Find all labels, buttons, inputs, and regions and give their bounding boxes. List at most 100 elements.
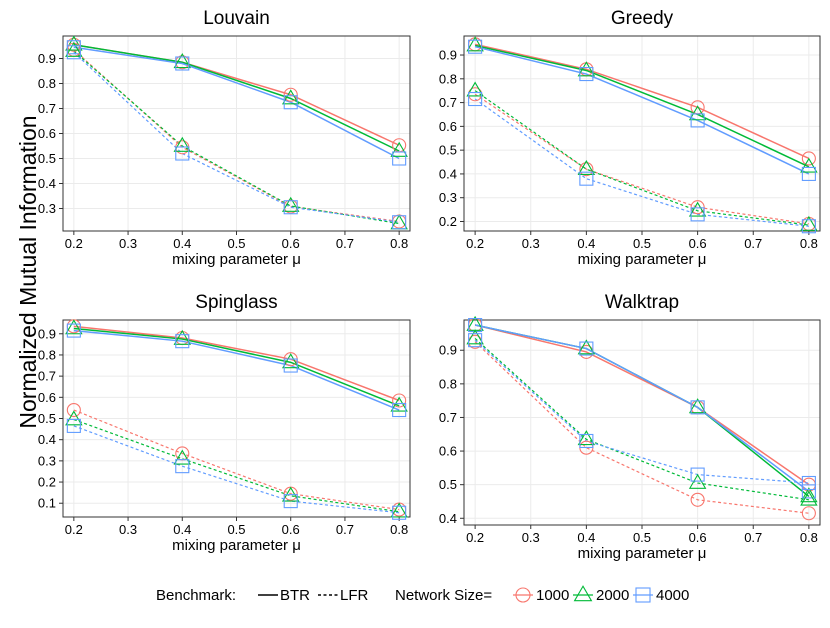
data-point-btr-4000 bbox=[801, 484, 816, 499]
y-tick-label: 0.3 bbox=[439, 190, 457, 205]
data-point-btr-4000 bbox=[392, 151, 407, 166]
series-line-btr-2000 bbox=[73, 44, 400, 152]
series-line-btr-2000 bbox=[73, 327, 400, 407]
data-point-lfr-2000 bbox=[390, 502, 408, 518]
data-point-lfr-4000 bbox=[283, 494, 298, 509]
data-point-lfr-2000 bbox=[577, 159, 596, 176]
series-line-btr-1000 bbox=[73, 325, 400, 402]
data-point-btr-1000 bbox=[392, 393, 407, 408]
legend: Benchmark: BTR LFR Network Size= 1000 2000 400… bbox=[156, 585, 689, 604]
y-tick-label: 0.8 bbox=[38, 76, 56, 91]
series-group bbox=[65, 319, 408, 520]
data-point-lfr-2000 bbox=[577, 430, 596, 446]
legend-label-lfr: LFR bbox=[340, 587, 369, 604]
data-point-lfr-2000 bbox=[65, 41, 83, 57]
data-point-lfr-2000 bbox=[281, 196, 300, 212]
legend-label-size-2000: 2000 bbox=[596, 587, 629, 604]
y-tick-label: 0.6 bbox=[439, 119, 457, 134]
panel-spinglass: 0.2 0.3 0.4 0.5 0.6 0.7 0.8 0.1 0.2 0.3 0.4 0.5 0.6 0… bbox=[38, 292, 411, 554]
y-tick-label: 0.4 bbox=[38, 432, 56, 447]
data-point-lfr-1000 bbox=[579, 162, 594, 177]
data-point-lfr-2000 bbox=[466, 81, 484, 97]
data-point-lfr-1000 bbox=[690, 492, 705, 507]
y-tick-label: 0.6 bbox=[38, 390, 56, 405]
data-point-lfr-4000 bbox=[392, 505, 407, 520]
data-point-btr-4000 bbox=[579, 66, 594, 82]
series-line-lfr-4000 bbox=[73, 51, 400, 223]
data-point-btr-4000 bbox=[579, 341, 594, 356]
series-line-lfr-1000 bbox=[474, 93, 809, 225]
x-tick-label: 0.7 bbox=[744, 236, 762, 251]
legend-label-size-1000: 1000 bbox=[536, 587, 569, 604]
data-point-btr-2000 bbox=[800, 487, 818, 503]
data-point-btr-2000 bbox=[577, 61, 596, 77]
series-line-lfr-1000 bbox=[474, 341, 809, 514]
y-tick-label: 0.3 bbox=[38, 201, 56, 216]
data-point-lfr-4000 bbox=[690, 207, 705, 222]
x-tick-label: 0.2 bbox=[65, 522, 83, 537]
panel-title: Walktrap bbox=[605, 292, 679, 313]
x-tick-label: 0.3 bbox=[522, 236, 540, 251]
data-point-btr-2000 bbox=[577, 339, 596, 355]
series-line-lfr-1000 bbox=[73, 409, 400, 511]
data-point-lfr-4000 bbox=[283, 200, 298, 215]
x-tick-label: 0.4 bbox=[173, 522, 191, 537]
data-point-btr-4000 bbox=[175, 56, 190, 71]
x-tick-label: 0.3 bbox=[522, 530, 540, 545]
x-tick-label: 0.5 bbox=[227, 236, 245, 251]
y-tick-label: 0.9 bbox=[38, 326, 56, 341]
series-line-btr-1000 bbox=[474, 43, 810, 160]
series-group bbox=[466, 315, 818, 521]
data-point-lfr-2000 bbox=[688, 201, 707, 217]
y-tick-label: 0.9 bbox=[38, 51, 56, 66]
data-point-lfr-4000 bbox=[801, 219, 816, 234]
data-point-btr-4000 bbox=[175, 334, 190, 349]
data-point-lfr-4000 bbox=[801, 475, 816, 491]
series-line-btr-4000 bbox=[474, 45, 810, 175]
panels: 0.2 0.3 0.4 0.5 0.6 0.7 0.8 0.3 0.4 0.5 0.6 0.7 0.8 0… bbox=[38, 8, 821, 562]
gridlines bbox=[464, 36, 820, 231]
series-line-lfr-2000 bbox=[474, 90, 809, 226]
x-tick-label: 0.6 bbox=[282, 522, 300, 537]
data-point-lfr-4000 bbox=[579, 171, 594, 186]
y-tick-label: 0.5 bbox=[38, 411, 56, 426]
data-point-lfr-2000 bbox=[173, 449, 192, 465]
gridlines bbox=[63, 36, 410, 231]
data-point-btr-4000 bbox=[283, 358, 298, 373]
data-point-btr-1000 bbox=[801, 151, 816, 166]
data-point-lfr-4000 bbox=[175, 459, 190, 474]
y-tick-label: 0.8 bbox=[439, 376, 457, 391]
y-tick-label: 0.2 bbox=[439, 214, 457, 229]
data-point-btr-2000 bbox=[65, 319, 83, 335]
y-tick-label: 0.7 bbox=[38, 101, 56, 116]
panel-greedy: 0.2 0.3 0.4 0.5 0.6 0.7 0.8 0.2 0.3 0.4 0.5 0.6 0.7 0… bbox=[439, 8, 821, 268]
y-tick-label: 0.6 bbox=[38, 126, 56, 141]
x-tick-label: 0.2 bbox=[466, 530, 484, 545]
series-line-btr-4000 bbox=[73, 329, 400, 411]
data-point-lfr-2000 bbox=[800, 490, 818, 506]
data-point-btr-4000 bbox=[801, 166, 816, 181]
x-tick-label: 0.8 bbox=[390, 522, 408, 537]
data-point-lfr-4000 bbox=[175, 146, 190, 161]
series-group bbox=[65, 35, 408, 230]
series-line-btr-1000 bbox=[474, 324, 810, 486]
series-line-btr-4000 bbox=[474, 324, 810, 492]
legend-label-size-4000: 4000 bbox=[656, 587, 689, 604]
x-tick-label: 0.2 bbox=[466, 236, 484, 251]
series-line-lfr-2000 bbox=[73, 50, 400, 225]
data-point-lfr-1000 bbox=[801, 506, 816, 521]
data-point-lfr-4000 bbox=[690, 467, 705, 482]
x-tick-label: 0.4 bbox=[577, 530, 595, 545]
data-point-lfr-4000 bbox=[579, 433, 594, 449]
legend-benchmark-title: Benchmark: bbox=[156, 587, 236, 604]
x-tick-label: 0.7 bbox=[336, 236, 354, 251]
panel-title: Greedy bbox=[611, 8, 674, 29]
legend-marker-2000 bbox=[573, 585, 593, 602]
data-point-lfr-4000 bbox=[392, 215, 407, 230]
data-point-btr-2000 bbox=[800, 157, 818, 173]
panel-walktrap: 0.2 0.3 0.4 0.5 0.6 0.7 0.8 0.4 0.5 0.6 0.7 0.8 0.9 W… bbox=[439, 292, 821, 562]
x-tick-label: 0.6 bbox=[282, 236, 300, 251]
data-point-btr-4000 bbox=[392, 402, 407, 418]
x-tick-label: 0.2 bbox=[65, 236, 83, 251]
y-tick-label: 0.5 bbox=[439, 477, 457, 492]
